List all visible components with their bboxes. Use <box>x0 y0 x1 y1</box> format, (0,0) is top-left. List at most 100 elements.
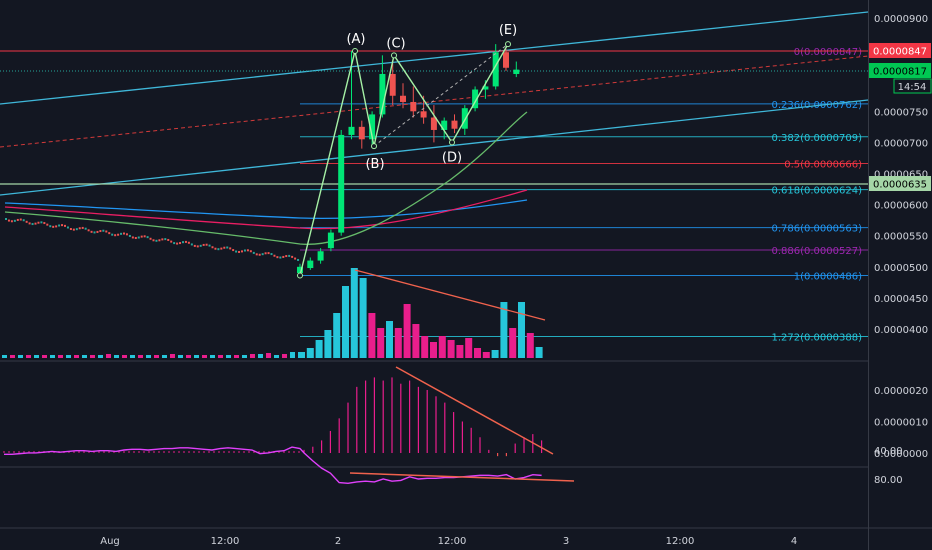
macd-tick-label: 0.0000010 <box>874 418 928 429</box>
candles[interactable] <box>297 44 520 276</box>
volume-bar <box>210 355 215 358</box>
high-price-tag: 0.0000847 <box>873 47 927 58</box>
volume-bar <box>58 355 63 358</box>
pre-candle <box>72 228 75 231</box>
upper-channel-line[interactable] <box>0 11 869 105</box>
pre-candle <box>58 224 61 227</box>
wave-point <box>297 272 303 279</box>
rsi-axis: 80.00 40.00 <box>874 446 903 486</box>
pre-candle <box>249 250 252 253</box>
support-price-tag: 0.0000635 <box>873 180 927 191</box>
pre-candle <box>252 251 255 254</box>
volume-bar <box>90 355 95 358</box>
pre-candle <box>220 247 223 250</box>
pre-candle <box>55 225 58 228</box>
wave-label: (E) <box>499 23 517 38</box>
fib-label: 0.382(0.0000709) <box>771 133 862 144</box>
time-tick-label: 3 <box>563 536 569 547</box>
pre-candle <box>205 243 208 246</box>
pre-candle <box>261 253 264 256</box>
wave-point <box>352 47 358 54</box>
pre-candle <box>49 225 52 228</box>
candle-body <box>338 134 345 233</box>
volume-bar <box>26 355 31 358</box>
volume-bar <box>194 355 199 358</box>
pre-candle <box>66 226 69 229</box>
rsi-line <box>4 446 542 485</box>
volume-bar <box>42 355 47 358</box>
pre-candle <box>267 252 270 255</box>
time-tick-label: Aug <box>100 536 120 547</box>
pre-candle <box>120 232 123 235</box>
volume-bar <box>122 355 127 358</box>
pre-candle <box>111 233 114 236</box>
volume-bar <box>74 355 79 358</box>
pre-candle <box>34 222 37 225</box>
candle-body <box>307 260 314 269</box>
fib-label: 0.786(0.0000563) <box>771 224 862 235</box>
pre-candle <box>217 248 220 251</box>
volume-bar <box>2 355 7 358</box>
candle-body <box>379 73 386 115</box>
lower-channel-line[interactable] <box>0 99 869 196</box>
pre-candle <box>134 237 137 240</box>
fib-retracement-levels[interactable]: 0(0.0000847)0.236(0.0000762)0.382(0.0000… <box>300 47 868 343</box>
time-axis[interactable]: Aug 12:00 2 12:00 3 12:00 4 <box>100 536 797 547</box>
volume-bar <box>34 355 39 358</box>
pre-candle <box>164 238 167 241</box>
wave-pattern[interactable]: (A) (B) (C) (D) (E) <box>297 23 518 279</box>
price-tick-label: 0.0000700 <box>874 138 928 149</box>
volume-bar <box>350 268 358 358</box>
macd-tick-label: 0.0000000 <box>874 449 928 460</box>
wave-label: (C) <box>386 36 405 51</box>
volume-trend-line[interactable] <box>354 269 546 321</box>
pre-candle <box>28 222 31 225</box>
pre-candle <box>75 228 78 231</box>
candle-body <box>297 266 303 274</box>
fib-label: 1.272(0.0000388) <box>771 332 862 343</box>
macd-trend-line[interactable] <box>395 366 554 455</box>
dashed-trend-line[interactable] <box>0 55 869 148</box>
support-price-tag-box <box>869 176 931 191</box>
last-price-tag-box <box>869 63 931 78</box>
pre-candle <box>5 218 7 220</box>
trend-lines[interactable] <box>0 11 869 196</box>
wave-point <box>391 52 397 59</box>
pre-candle <box>152 239 155 242</box>
candle-body <box>472 89 479 109</box>
volume-bar <box>266 353 271 358</box>
rsi-trend-line[interactable] <box>349 472 575 482</box>
price-tick-label: 0.0000500 <box>874 263 928 274</box>
pre-candle <box>179 242 182 245</box>
candle-body <box>513 69 520 74</box>
volume-bar <box>430 342 437 358</box>
volume-bar <box>456 345 464 358</box>
pre-candle <box>40 221 43 224</box>
volume-bar <box>50 355 55 358</box>
volume-bars <box>2 268 543 358</box>
pre-candle <box>78 227 81 230</box>
pre-candle <box>155 239 158 242</box>
pre-candle <box>37 221 40 224</box>
wave-label: (D) <box>442 150 462 165</box>
pre-candle <box>10 220 13 223</box>
pre-candle <box>187 241 190 244</box>
high-price-tag-box <box>869 43 931 58</box>
volume-bar <box>98 355 103 358</box>
time-tick-label: 12:00 <box>211 536 240 547</box>
volume-bar <box>306 348 314 358</box>
volume-bar <box>333 313 341 358</box>
pre-candle <box>211 246 214 249</box>
candle-body <box>461 108 468 129</box>
wave-point <box>371 143 377 150</box>
pre-candle <box>214 247 217 250</box>
ma-pink-line <box>4 189 528 230</box>
volume-bar <box>226 355 231 358</box>
volume-bar <box>10 355 15 358</box>
time-tick-label: 2 <box>335 536 341 547</box>
countdown-timer: 14:54 <box>898 82 927 93</box>
pre-candle <box>285 255 288 258</box>
volume-bar <box>162 355 167 358</box>
volume-bar <box>421 336 429 358</box>
